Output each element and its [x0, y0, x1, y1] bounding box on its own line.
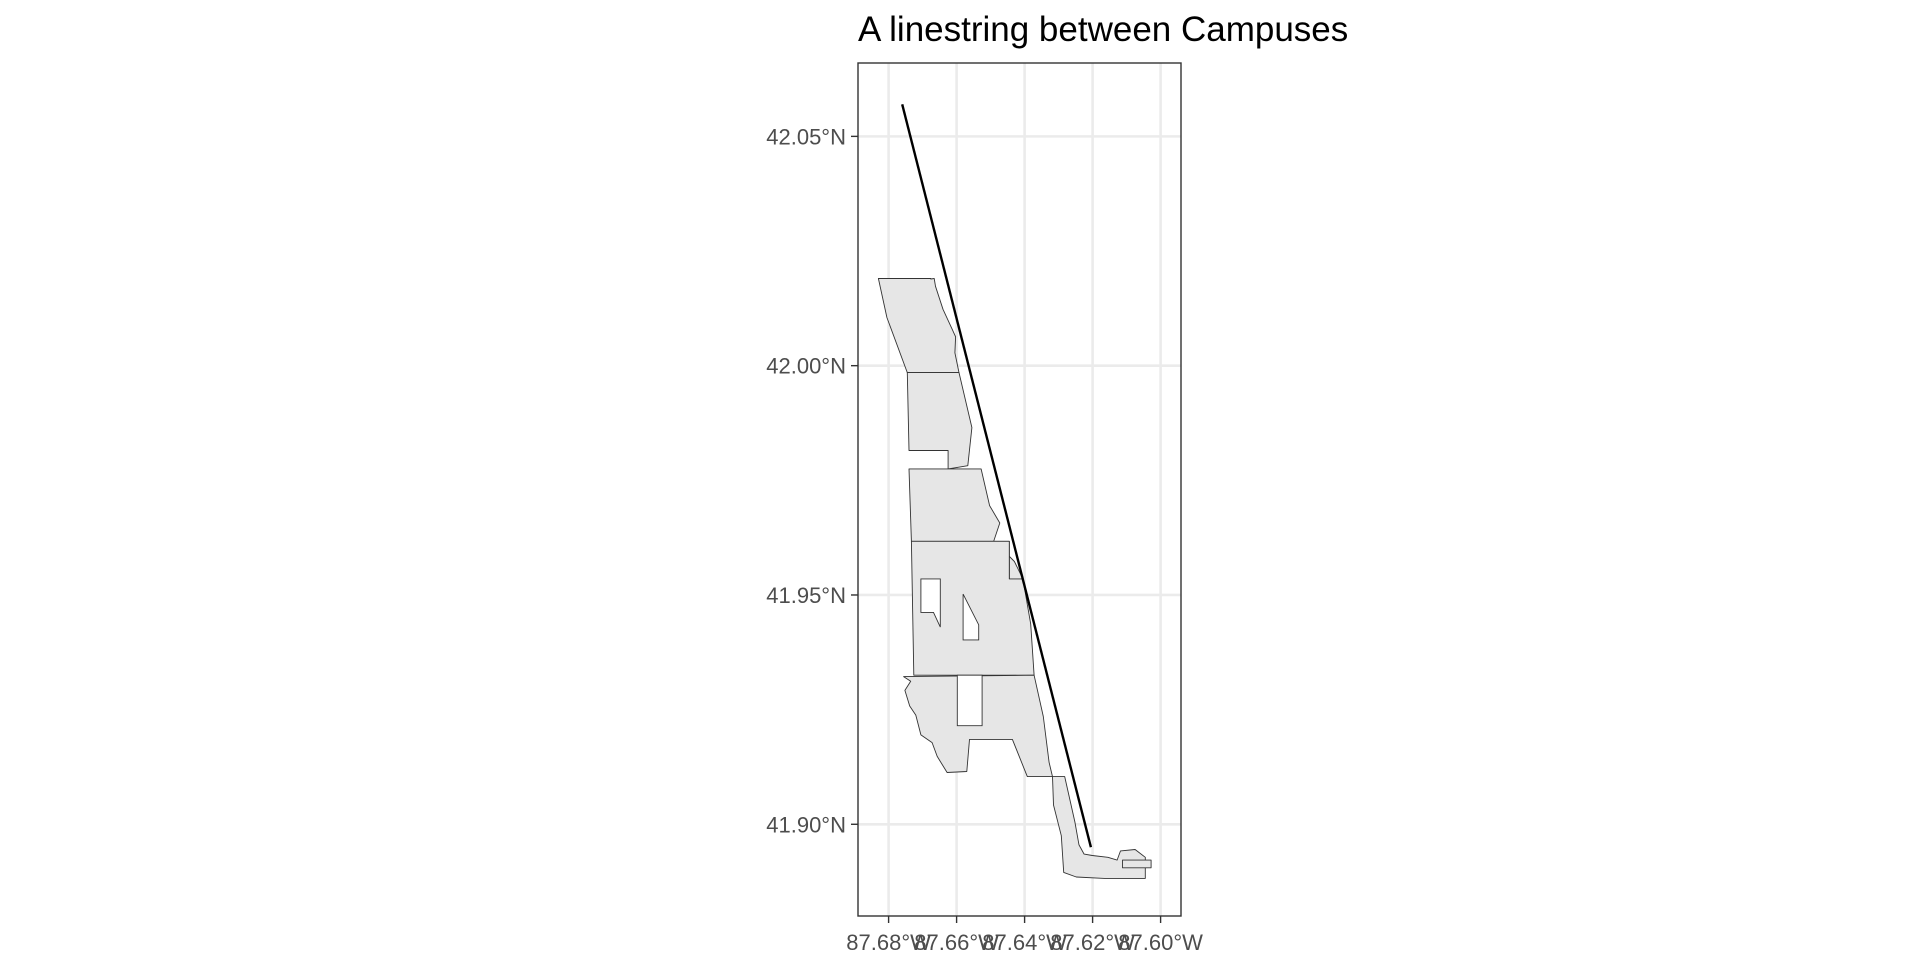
- excluded-area-2: [962, 593, 980, 641]
- y-tick-label: 41.95°N: [766, 583, 846, 608]
- x-tick-label: 87.66°W: [914, 930, 999, 955]
- community-area-2: [906, 372, 973, 470]
- graticule: [858, 63, 1181, 916]
- excluded-area-1: [920, 578, 941, 628]
- y-tick-label: 41.90°N: [766, 812, 846, 837]
- community-area-4: [910, 540, 1035, 676]
- y-tick-label: 42.05°N: [766, 124, 846, 149]
- excluded-area-3: [956, 674, 983, 727]
- community-areas: [877, 278, 1152, 879]
- community-area-7: [1122, 859, 1152, 869]
- panel-border: [857, 62, 1182, 917]
- x-tick-label: 87.62°W: [1050, 930, 1135, 955]
- x-tick-label: 87.68°W: [846, 930, 931, 955]
- y-tick-label: 42.00°N: [766, 354, 846, 379]
- map-title: A linestring between Campuses: [858, 10, 1348, 49]
- linestring-path: [901, 104, 1093, 848]
- community-area-1: [877, 278, 960, 374]
- campus-linestring: [901, 104, 1093, 848]
- axes: 87.68°W87.66°W87.64°W87.62°W87.60°W 42.05…: [766, 124, 1203, 955]
- community-area-6: [1052, 776, 1146, 879]
- x-tick-label: 87.64°W: [982, 930, 1067, 955]
- x-tick-label: 87.60°W: [1118, 930, 1203, 955]
